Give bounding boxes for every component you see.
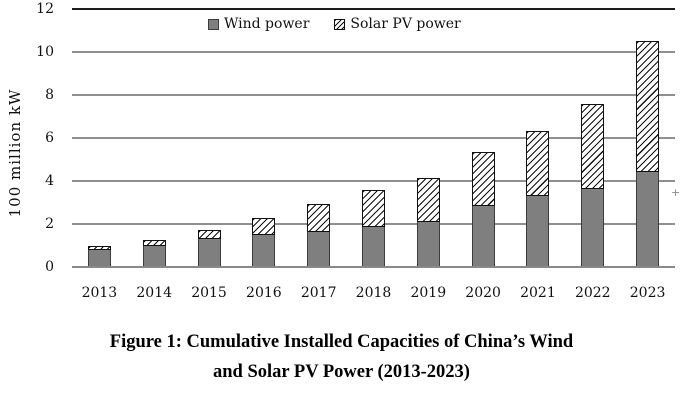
y-axis-title: 100 million kW — [6, 88, 24, 218]
y-tick-label-10: 10 — [36, 44, 54, 60]
y-tick-label-12: 12 — [36, 1, 54, 17]
wind-segment-2017 — [307, 231, 331, 267]
plot-top-border — [72, 8, 675, 10]
wind-segment-2023 — [636, 172, 660, 267]
bar-2020 — [471, 151, 495, 267]
gridline-6 — [72, 137, 675, 139]
wind-segment-2021 — [526, 196, 550, 267]
bar-2019 — [416, 178, 440, 267]
wind-segment-2016 — [252, 234, 276, 267]
solar-segment-2017 — [307, 203, 331, 232]
gridline-8 — [72, 94, 675, 96]
bar-2014 — [142, 240, 166, 267]
wind-segment-2018 — [362, 227, 385, 267]
wind-segment-2015 — [197, 239, 221, 267]
legend: Wind power Solar PV power — [208, 16, 461, 32]
bar-2018 — [362, 190, 385, 267]
plus-marker: + — [671, 186, 681, 199]
y-tick-label-0: 0 — [45, 259, 54, 275]
solar-segment-2022 — [581, 104, 605, 189]
x-tick-label-2015: 2015 — [191, 285, 227, 301]
x-tick-label-2017: 2017 — [300, 285, 337, 301]
x-axis-line — [72, 265, 675, 268]
caption-line-2: and Solar PV Power (2013-2023) — [213, 362, 470, 382]
x-tick-label-2018: 2018 — [355, 285, 392, 301]
gridline-10 — [72, 51, 675, 53]
solar-segment-2020 — [471, 151, 495, 207]
x-tick-label-2013: 2013 — [81, 285, 118, 301]
wind-segment-2014 — [142, 246, 166, 267]
y-tick-label-6: 6 — [45, 130, 54, 146]
bar-2023 — [636, 41, 660, 267]
wind-segment-2022 — [581, 188, 605, 267]
legend-item-solar: Solar PV power — [334, 16, 461, 32]
x-tick-label-2023: 2023 — [629, 285, 666, 301]
plot-area: Wind power Solar PV power — [72, 8, 675, 268]
bar-2013 — [87, 246, 111, 267]
solar-segment-2021 — [526, 130, 550, 197]
bar-2022 — [581, 104, 605, 267]
solar-segment-2019 — [416, 178, 440, 222]
x-tick-label-2022: 2022 — [574, 285, 611, 301]
x-tick-label-2016: 2016 — [246, 285, 282, 301]
y-tick-label-8: 8 — [45, 87, 54, 103]
bar-2016 — [252, 218, 276, 267]
wind-segment-2019 — [416, 221, 440, 267]
legend-label-wind: Wind power — [224, 16, 310, 32]
wind-legend-marker-icon — [208, 18, 219, 30]
bar-2017 — [307, 203, 331, 267]
solar-segment-2018 — [362, 190, 385, 228]
bar-2015 — [197, 230, 221, 267]
legend-label-solar: Solar PV power — [350, 16, 461, 32]
solar-segment-2015 — [197, 230, 221, 240]
x-tick-label-2019: 2019 — [410, 285, 447, 301]
gridline-4 — [72, 180, 675, 182]
caption-line-1: Figure 1: Cumulative Installed Capacitie… — [109, 332, 574, 352]
solar-segment-2013 — [87, 246, 111, 251]
solar-legend-marker-icon — [334, 18, 346, 30]
x-tick-label-2014: 2014 — [136, 285, 173, 301]
wind-segment-2020 — [471, 206, 495, 267]
y-tick-label-4: 4 — [45, 173, 54, 189]
bar-2021 — [526, 130, 550, 267]
y-tick-label-2: 2 — [45, 216, 54, 232]
legend-item-wind: Wind power — [208, 16, 309, 32]
wind-segment-2013 — [87, 250, 111, 267]
x-tick-label-2021: 2021 — [520, 285, 556, 301]
solar-segment-2016 — [252, 218, 276, 235]
solar-segment-2023 — [636, 41, 660, 173]
x-tick-label-2020: 2020 — [465, 285, 501, 301]
figure-caption: Figure 1: Cumulative Installed Capacitie… — [0, 327, 683, 387]
solar-segment-2014 — [142, 240, 166, 247]
